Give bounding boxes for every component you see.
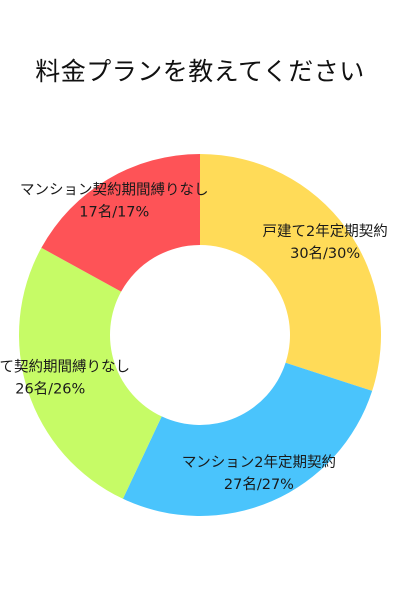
slice-label-3: 戸建て契約期間縛りなし 26名/26% <box>0 358 130 398</box>
slice-label-4: マンション契約期間縛りなし 17名/17% <box>20 180 209 220</box>
slices-group <box>18 154 381 516</box>
slice-category-label: マンション契約期間縛りなし <box>20 180 209 198</box>
labels-group: 戸建て2年定期契約 30名/30% マンション2年定期契約 27名/27% 戸建て契約期… <box>0 180 388 493</box>
slice-value-label: 26名/26% <box>15 381 85 398</box>
slice-value-label: 27名/27% <box>224 476 294 493</box>
donut-slice-2 <box>122 362 373 516</box>
donut-slice-1 <box>200 154 381 391</box>
chart-title: 料金プランを教えてください <box>35 57 365 86</box>
donut-slice-4 <box>41 154 201 292</box>
donut-slice-3 <box>18 247 162 499</box>
slice-category-label: 戸建て2年定期契約 <box>263 223 388 240</box>
slice-category-label: 戸建て契約期間縛りなし <box>0 358 130 376</box>
slice-category-label: マンション2年定期契約 <box>182 454 336 471</box>
slice-value-label: 17名/17% <box>79 203 149 220</box>
slice-label-2: マンション2年定期契約 27名/27% <box>182 454 336 493</box>
slice-label-1: 戸建て2年定期契約 30名/30% <box>263 223 388 262</box>
slice-value-label: 30名/30% <box>290 245 360 262</box>
